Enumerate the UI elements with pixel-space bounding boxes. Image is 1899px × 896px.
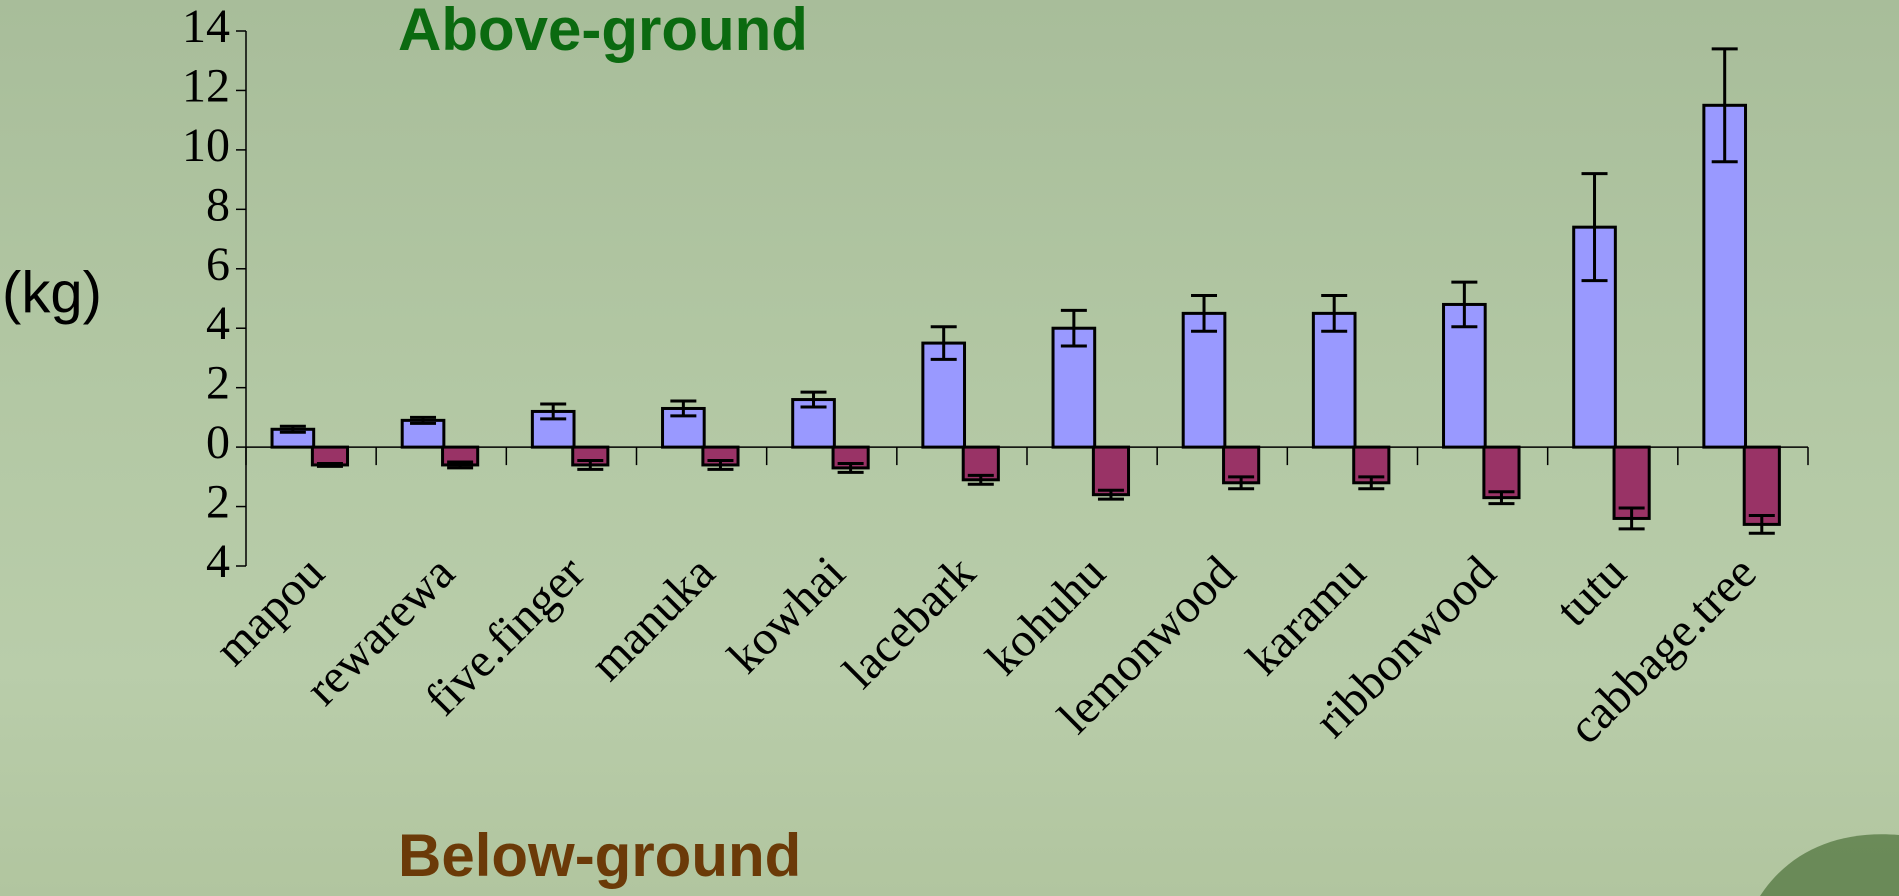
error-bar (930, 325, 957, 361)
error-bar (1060, 308, 1087, 348)
series-label: Above-ground (398, 0, 808, 63)
error-bar (707, 458, 734, 471)
y-tick-label: 14 (182, 0, 230, 53)
bar (1181, 311, 1227, 449)
y-tick-label: 6 (206, 238, 230, 291)
error-bar (1581, 172, 1608, 283)
error-bar (1488, 490, 1515, 506)
error-bar (1618, 506, 1645, 531)
x-tick-label: manuka (580, 546, 725, 691)
decor-leaf (1760, 834, 1899, 896)
error-bar (1191, 294, 1218, 333)
error-bar (1748, 513, 1775, 535)
error-bar (1358, 475, 1385, 491)
y-tick-label: 0 (206, 416, 230, 469)
bar (1091, 445, 1131, 497)
error-bar (1321, 294, 1348, 333)
error-bar (410, 415, 437, 425)
error-bar (670, 399, 697, 418)
y-tick-label: 4 (206, 535, 230, 588)
error-bar (1711, 47, 1738, 164)
series-label: Below-ground (398, 822, 801, 889)
bar (1311, 311, 1357, 449)
error-bar (447, 460, 474, 470)
y-axis-label: (kg) (2, 260, 102, 325)
error-bar (279, 424, 306, 434)
error-bar (540, 402, 567, 421)
y-tick-label: 4 (206, 297, 230, 350)
error-bar (577, 458, 604, 471)
x-tick-label: lacebark (833, 546, 985, 698)
error-bar (1228, 475, 1255, 491)
x-tick-label: tutu (1546, 546, 1636, 636)
bar (1051, 326, 1097, 449)
error-bar (1097, 488, 1124, 501)
y-tick-label: 10 (182, 119, 230, 172)
error-bar (837, 461, 864, 474)
error-bar (1451, 280, 1478, 329)
error-bar (967, 473, 994, 486)
y-tick-label: 12 (182, 59, 230, 112)
y-tick-label: 2 (206, 476, 230, 529)
bar (1742, 445, 1781, 526)
bar (1482, 445, 1521, 500)
error-bar (800, 390, 827, 409)
error-bar (316, 461, 343, 468)
y-tick-label: 8 (206, 178, 230, 231)
y-tick-label: 2 (206, 357, 230, 410)
